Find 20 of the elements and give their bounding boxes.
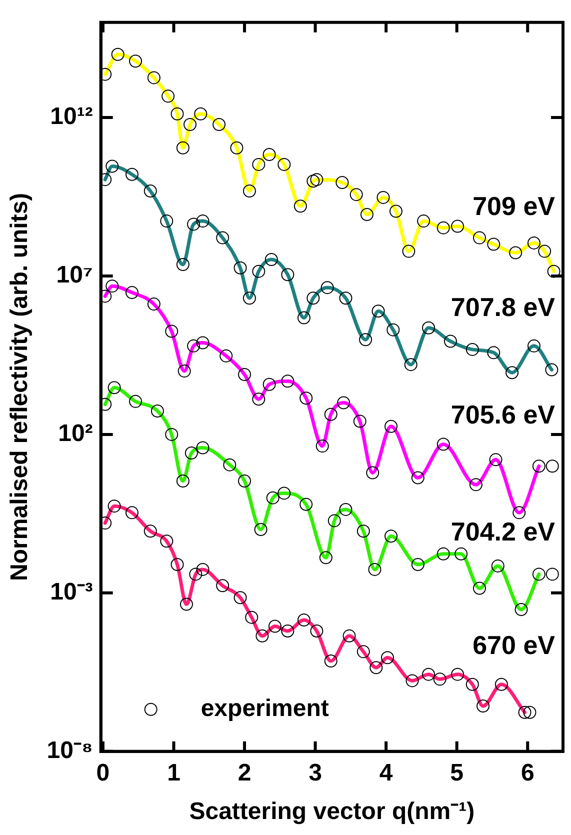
series-label: 670 eV (472, 630, 556, 660)
y-tick-label: 10⁻⁸ (46, 737, 93, 764)
x-tick-label: 4 (379, 759, 394, 786)
x-tick-label: 3 (308, 759, 322, 786)
y-axis-title: Normalised reflectivity (arb. units) (6, 192, 34, 581)
legend-label: experiment (200, 695, 329, 722)
x-tick-label: 5 (450, 759, 464, 786)
x-tick-label: 1 (167, 759, 180, 786)
series-label: 707.8 eV (450, 292, 556, 322)
y-tick-label: 10⁻³ (50, 578, 93, 606)
y-tick-label: 10² (58, 420, 93, 448)
x-tick-label: 0 (96, 759, 110, 786)
series-label: 709 eV (472, 190, 556, 221)
x-tick-label: 6 (520, 759, 534, 786)
series-label: 704.2 eV (450, 516, 556, 546)
y-tick-label: 10⁷ (56, 262, 93, 289)
x-tick-label: 2 (238, 759, 252, 786)
series-label: 705.6 eV (450, 399, 556, 430)
x-axis-title: Scattering vector q(nm⁻¹) (189, 798, 475, 826)
y-tick-label: 10¹² (50, 103, 93, 130)
